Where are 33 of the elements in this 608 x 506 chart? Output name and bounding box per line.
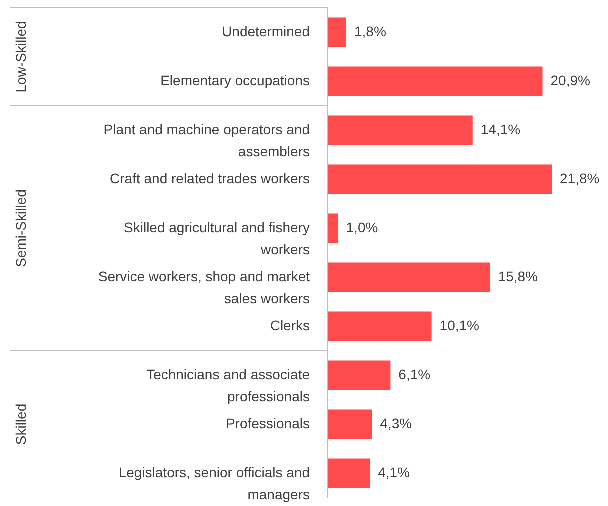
data-label: 15,8% [498, 268, 538, 284]
bar [328, 18, 346, 48]
y-tick-label: Service workers, shop and market sales workers [98, 268, 310, 306]
data-label: 4,1% [378, 464, 410, 480]
data-label: 4,3% [380, 416, 412, 432]
bar [328, 164, 552, 194]
bar [328, 458, 370, 488]
bar [328, 410, 372, 440]
y-tick-label: Professionals [226, 416, 310, 432]
text: Semi-Skilled [13, 190, 29, 268]
y-tick-label: Technicians and associate professionals [146, 366, 310, 404]
y-tick-label: Legislators, senior officials and managers [118, 464, 310, 502]
y-tick-label: Undetermined [222, 24, 310, 40]
text: Skilled [13, 404, 29, 446]
bar [328, 214, 338, 244]
y-tick-label: Elementary occupations [160, 72, 310, 88]
bar [328, 262, 490, 292]
y-tick-label: Skilled agricultural and fishery workers [124, 220, 310, 258]
data-label: 1,8% [354, 24, 386, 40]
y-tick-label: Clerks [270, 318, 310, 334]
bar [328, 360, 391, 390]
y-tick-label: Plant and machine operators and assemblers [104, 122, 310, 160]
bar [328, 66, 543, 96]
text: Low-Skilled [13, 21, 29, 93]
data-label: 6,1% [398, 366, 431, 382]
data-label: 14,1% [480, 122, 521, 138]
bar [328, 116, 473, 146]
data-label: 1,0% [346, 220, 378, 236]
data-label: 10,1% [440, 318, 480, 334]
data-label: 20,9% [550, 72, 590, 88]
bar [328, 312, 432, 342]
y-tick-label: Craft and related trades workers [110, 170, 310, 186]
data-label: 21,8% [560, 170, 600, 186]
